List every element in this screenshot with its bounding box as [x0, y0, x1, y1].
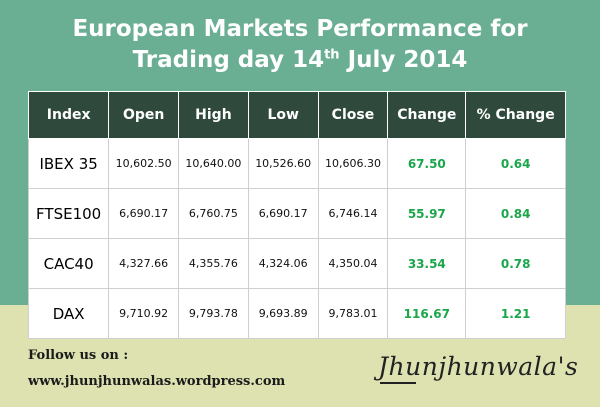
cell-close: 4,350.04: [317, 238, 389, 289]
cell-close: 6,746.14: [317, 188, 389, 239]
header-index: Index: [27, 91, 110, 139]
cell-index: IBEX 35: [27, 138, 110, 189]
title-line-2: Trading day 14th July 2014: [0, 45, 600, 76]
cell-change: 33.54: [387, 238, 467, 289]
table-header-row: Index Open High Low Close Change % Chang…: [27, 91, 566, 139]
cell-high: 10,640.00: [178, 138, 249, 189]
cell-low: 6,690.17: [247, 188, 319, 239]
title-line-2-pre: Trading day 14: [132, 47, 325, 73]
cell-pct-change: 1.21: [465, 288, 566, 339]
header-low: Low: [247, 91, 319, 139]
table-row: IBEX 35 10,602.50 10,640.00 10,526.60 10…: [27, 138, 566, 189]
header-pct-change: % Change: [465, 91, 566, 139]
cell-high: 9,793.78: [178, 288, 249, 339]
cell-index: FTSE100: [27, 188, 110, 239]
website-link[interactable]: www.jhunjhunwalas.wordpress.com: [28, 374, 286, 389]
brand-logo: Jhunjhunwala's: [378, 352, 579, 381]
table-row: CAC40 4,327.66 4,355.76 4,324.06 4,350.0…: [27, 238, 566, 289]
cell-change: 116.67: [387, 288, 467, 339]
brand-logo-underline: [380, 382, 416, 384]
cell-change: 67.50: [387, 138, 467, 189]
cell-open: 9,710.92: [108, 288, 180, 339]
cell-pct-change: 0.78: [465, 238, 566, 289]
title-line-2-sup: th: [324, 47, 340, 63]
cell-pct-change: 0.64: [465, 138, 566, 189]
cell-low: 4,324.06: [247, 238, 319, 289]
header-high: High: [178, 91, 249, 139]
header-change: Change: [387, 91, 467, 139]
cell-low: 9,693.89: [247, 288, 319, 339]
cell-high: 6,760.75: [178, 188, 249, 239]
title-line-1: European Markets Performance for: [72, 16, 528, 42]
title-line-2-post: July 2014: [339, 47, 468, 73]
header-close: Close: [317, 91, 389, 139]
cell-open: 10,602.50: [108, 138, 180, 189]
cell-low: 10,526.60: [247, 138, 319, 189]
follow-us-label: Follow us on :: [28, 348, 129, 363]
table-row: DAX 9,710.92 9,793.78 9,693.89 9,783.01 …: [27, 288, 566, 339]
table-row: FTSE100 6,690.17 6,760.75 6,690.17 6,746…: [27, 188, 566, 239]
header-open: Open: [108, 91, 180, 139]
cell-change: 55.97: [387, 188, 467, 239]
cell-open: 6,690.17: [108, 188, 180, 239]
cell-index: DAX: [27, 288, 110, 339]
cell-close: 10,606.30: [317, 138, 389, 189]
page-title: European Markets Performance for Trading…: [0, 14, 600, 76]
markets-table-container: Index Open High Low Close Change % Chang…: [27, 91, 566, 339]
cell-high: 4,355.76: [178, 238, 249, 289]
cell-index: CAC40: [27, 238, 110, 289]
cell-pct-change: 0.84: [465, 188, 566, 239]
cell-open: 4,327.66: [108, 238, 180, 289]
cell-close: 9,783.01: [317, 288, 389, 339]
markets-table: Index Open High Low Close Change % Chang…: [27, 91, 566, 339]
